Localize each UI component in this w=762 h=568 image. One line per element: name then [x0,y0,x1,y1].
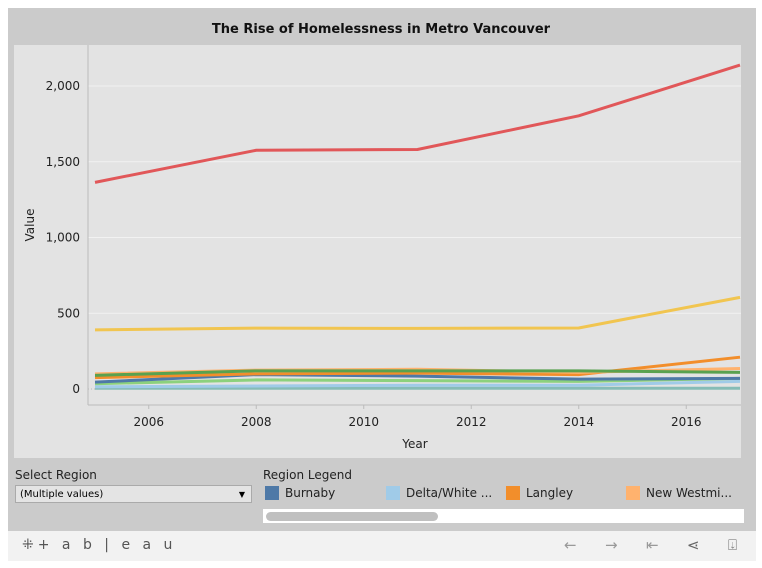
x-tick-label: 2012 [456,415,487,429]
series-line[interactable] [94,376,741,386]
y-tick-label: 0 [72,382,80,396]
series-line[interactable] [94,295,741,332]
line-chart: 0 500 1,000 1,500 2,000 2006 2008 2010 2012 2014 2… [14,45,741,458]
download-icon[interactable]: ⍗ [728,536,738,554]
tableau-toolbar: ⁜+ a b | e a u ← → ⇤ ⋖ ⍗ [8,531,756,561]
chart-pane [14,45,741,458]
share-icon[interactable]: ⋖ [687,536,700,554]
swatch [506,486,520,500]
y-tick-label: 1,500 [46,155,80,169]
revert-icon[interactable]: ⇤ [646,536,659,554]
y-tick-label: 1,000 [46,231,80,245]
swatch [265,486,279,500]
swatch [386,486,400,500]
tableau-logo[interactable]: ⁜+ a b | e a u [22,537,177,553]
scrollbar-thumb[interactable] [266,512,438,521]
x-tick-label: 2014 [563,415,594,429]
legend-label: Langley [526,486,574,500]
series-line-burnaby[interactable] [94,373,741,384]
y-tick-label: 2,000 [46,79,80,93]
region-select[interactable]: (Multiple values) ▼ [15,485,252,503]
legend-item[interactable]: New Westmi... [626,486,732,500]
undo-icon[interactable]: ← [564,536,577,554]
series-line[interactable] [94,369,741,377]
legend-label: Burnaby [285,486,336,500]
series-line-delta-white-[interactable] [94,379,741,389]
redo-icon[interactable]: → [605,536,618,554]
y-tick-label: 500 [57,306,80,320]
x-tick-label: 2010 [348,415,379,429]
dropdown-arrow-icon: ▼ [238,490,245,499]
logo-text: + a b | e a u [37,537,177,553]
select-value: (Multiple values) [20,489,104,500]
swatch [626,486,640,500]
series-line-langley[interactable] [94,355,741,380]
x-tick-label: 2006 [133,415,164,429]
legend-title: Region Legend [263,468,352,482]
x-tick-label: 2016 [671,415,702,429]
legend-item[interactable]: Langley [506,486,573,500]
legend-scrollbar[interactable] [263,509,744,523]
legend-label: Delta/White ... [406,486,493,500]
x-axis-label: Year [401,437,427,451]
legend-item[interactable]: Burnaby [265,486,335,500]
x-tick-label: 2008 [241,415,272,429]
legend-item[interactable]: Delta/White ... [386,486,492,500]
legend-label: New Westmi... [646,486,732,500]
series-line[interactable] [94,63,741,184]
chart-title: The Rise of Homelessness in Metro Vancou… [211,22,551,37]
y-axis-label: Value [23,209,37,242]
filter-label: Select Region [15,468,97,482]
